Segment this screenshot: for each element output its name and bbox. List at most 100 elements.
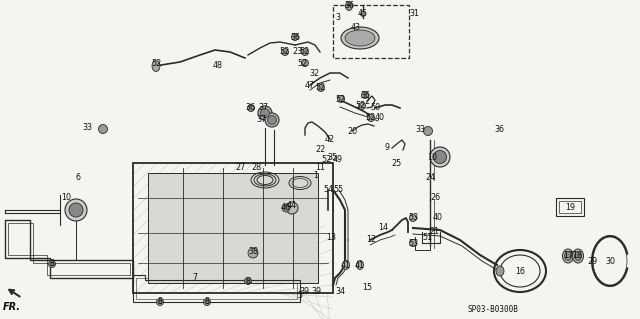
Ellipse shape (346, 2, 353, 11)
Ellipse shape (356, 261, 364, 270)
Ellipse shape (496, 266, 504, 276)
Text: 30: 30 (605, 256, 615, 265)
Text: 12: 12 (366, 234, 376, 243)
Text: 7: 7 (193, 273, 198, 283)
Text: FR.: FR. (3, 302, 21, 312)
Ellipse shape (430, 147, 450, 167)
Ellipse shape (99, 124, 108, 133)
Text: 10: 10 (61, 192, 71, 202)
Text: 20: 20 (347, 127, 357, 136)
Ellipse shape (291, 33, 298, 41)
Text: 34: 34 (335, 286, 345, 295)
Bar (333, 5, 409, 58)
Text: 36: 36 (360, 91, 370, 100)
Ellipse shape (282, 48, 289, 56)
Text: 38: 38 (248, 247, 258, 256)
Text: 52: 52 (280, 48, 290, 56)
Ellipse shape (265, 113, 279, 127)
Ellipse shape (573, 249, 584, 263)
Bar (148, 173, 318, 283)
Text: 53: 53 (408, 239, 418, 248)
Bar (559, 201, 581, 213)
Text: 36: 36 (344, 2, 354, 11)
Text: 40: 40 (433, 213, 443, 222)
Text: 36: 36 (290, 33, 300, 41)
Text: 8: 8 (49, 259, 54, 269)
Text: 52: 52 (300, 48, 310, 56)
Text: 39: 39 (299, 286, 309, 295)
Ellipse shape (575, 251, 582, 261)
Ellipse shape (410, 240, 417, 247)
Text: 43: 43 (351, 24, 361, 33)
Text: 54: 54 (323, 186, 333, 195)
Ellipse shape (563, 249, 573, 263)
Text: 33: 33 (415, 125, 425, 135)
Text: 14: 14 (378, 224, 388, 233)
Ellipse shape (564, 251, 572, 261)
Text: 52: 52 (322, 155, 332, 165)
Ellipse shape (367, 115, 374, 122)
Text: 27: 27 (236, 162, 246, 172)
Ellipse shape (301, 48, 308, 56)
Text: 33: 33 (82, 123, 92, 132)
Text: 17: 17 (563, 250, 573, 259)
Ellipse shape (337, 95, 344, 102)
Ellipse shape (258, 106, 272, 120)
Text: 31: 31 (409, 9, 419, 18)
Text: 52: 52 (335, 94, 345, 103)
Text: 29: 29 (588, 256, 598, 265)
Ellipse shape (268, 115, 276, 124)
Bar (133, 163, 333, 293)
Text: 19: 19 (565, 203, 575, 211)
Text: 36: 36 (494, 125, 504, 135)
Ellipse shape (433, 151, 447, 164)
Text: 15: 15 (362, 284, 372, 293)
Ellipse shape (69, 203, 83, 217)
Text: 35: 35 (327, 152, 337, 161)
Text: 48: 48 (213, 62, 223, 70)
Ellipse shape (317, 85, 324, 92)
Text: 28: 28 (251, 162, 261, 172)
Ellipse shape (157, 299, 163, 306)
Text: 51: 51 (422, 233, 432, 241)
Text: 41: 41 (341, 261, 351, 270)
Text: 42: 42 (325, 135, 335, 144)
Text: 23: 23 (292, 48, 302, 56)
Ellipse shape (301, 60, 308, 66)
Text: 37: 37 (256, 115, 266, 124)
Text: 52: 52 (356, 101, 366, 110)
Text: 52: 52 (151, 60, 161, 69)
Ellipse shape (360, 11, 365, 17)
Text: 52: 52 (298, 58, 308, 68)
Text: 26: 26 (430, 194, 440, 203)
Text: 18: 18 (572, 250, 582, 259)
Text: 13: 13 (326, 233, 336, 241)
Text: 52: 52 (315, 84, 325, 93)
Text: 50: 50 (370, 103, 380, 113)
Ellipse shape (204, 299, 211, 306)
Text: 11: 11 (315, 164, 325, 173)
Ellipse shape (345, 30, 375, 46)
Ellipse shape (260, 108, 269, 117)
Text: SP03-B0300B: SP03-B0300B (468, 306, 519, 315)
Ellipse shape (358, 102, 365, 109)
Text: 47: 47 (305, 80, 315, 90)
Text: 53: 53 (408, 213, 418, 222)
Ellipse shape (158, 300, 162, 304)
Ellipse shape (152, 61, 160, 71)
Ellipse shape (248, 248, 258, 258)
Ellipse shape (50, 262, 54, 266)
Text: 16: 16 (515, 266, 525, 276)
Ellipse shape (65, 199, 87, 221)
Text: 9: 9 (385, 144, 390, 152)
Ellipse shape (244, 278, 252, 285)
Text: 8: 8 (205, 298, 209, 307)
Text: 8: 8 (246, 277, 250, 286)
Ellipse shape (49, 261, 56, 268)
Text: 44: 44 (287, 202, 297, 211)
Text: 52: 52 (365, 114, 375, 122)
Text: 40: 40 (375, 113, 385, 122)
Text: 25: 25 (392, 159, 402, 167)
Ellipse shape (286, 202, 298, 214)
Ellipse shape (341, 27, 379, 49)
